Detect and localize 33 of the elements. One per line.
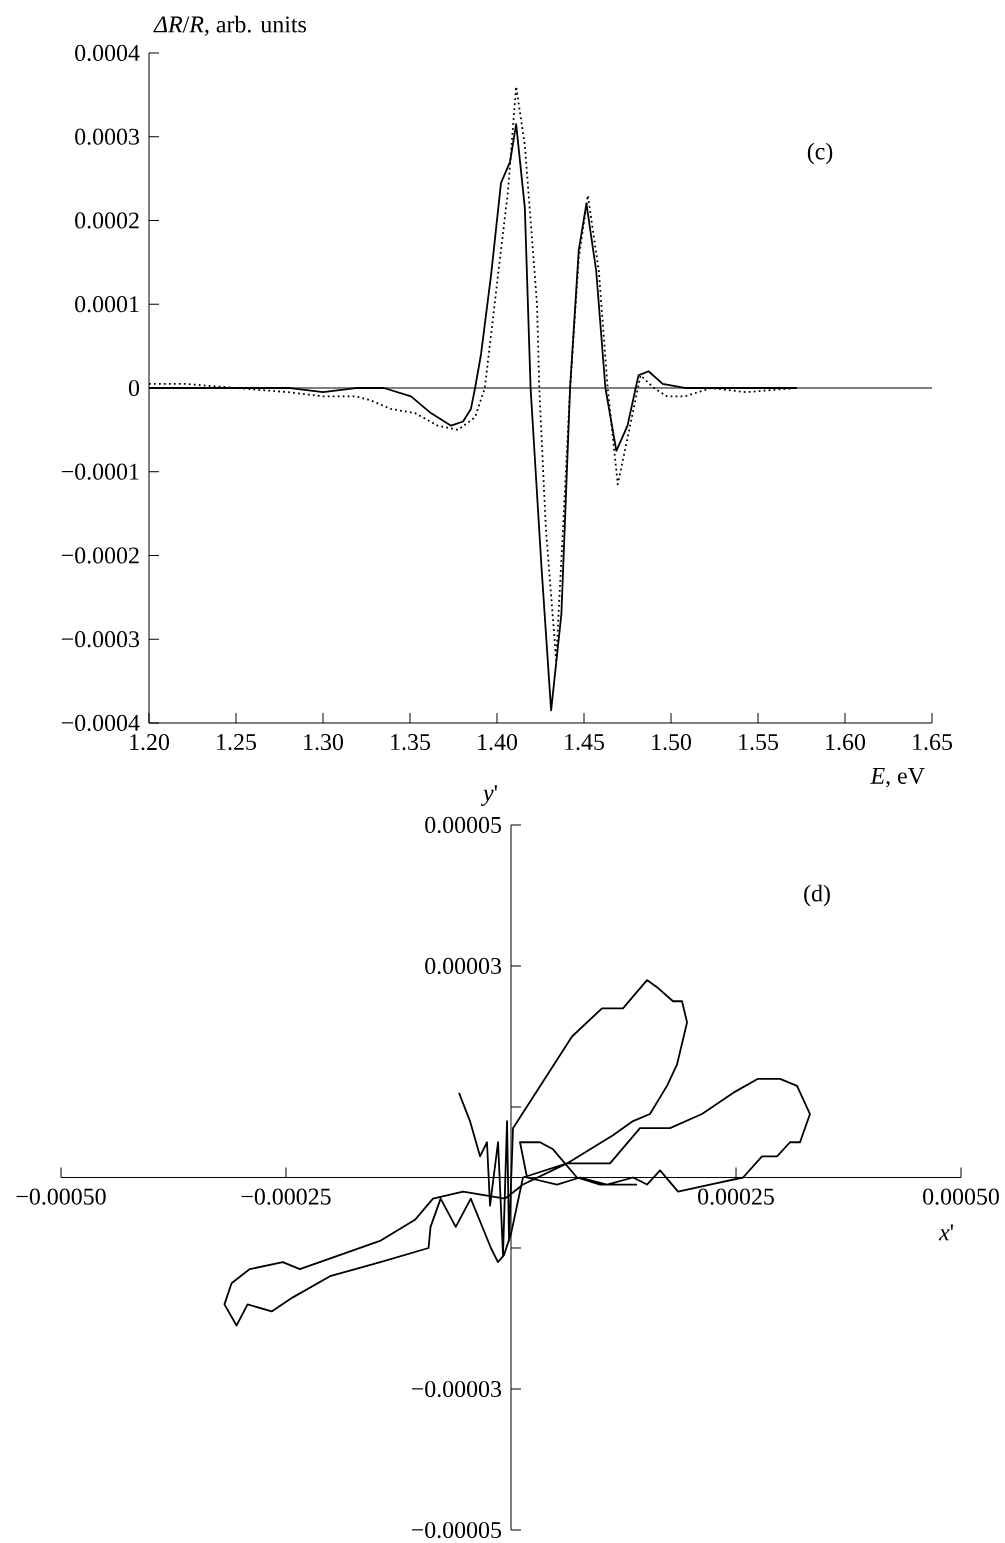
y-tick-label: 0.0003 [75, 128, 140, 145]
y-tick-label: 0 [128, 379, 140, 397]
annotation: (d) [804, 884, 830, 907]
y-tick-label: −0.0001 [61, 463, 139, 480]
y-tick-label: 0.0004 [75, 44, 140, 62]
annotation: (c) [807, 142, 833, 165]
y-axis-title: y' [481, 785, 497, 806]
x-tick-label: 1.25 [217, 734, 256, 751]
x-axis-title: x' [938, 1224, 953, 1241]
y-tick-label: 0.00005 [425, 816, 502, 834]
x-axis-title: E, eV [870, 768, 925, 788]
y-axis-title: ΔR/R, arb. units [153, 15, 306, 36]
x-tick-label: 1.65 [913, 734, 953, 751]
x-tick-label: 1.50 [652, 734, 691, 751]
x-tick-label: 1.55 [739, 734, 778, 751]
x-tick-label: 0.00050 [923, 1188, 999, 1205]
x-tick-label: 1.35 [391, 734, 430, 751]
x-tick-label: 1.45 [565, 734, 604, 751]
x-tick-label: 1.60 [826, 734, 866, 751]
y-tick-label: −0.0002 [61, 547, 139, 564]
y-tick-label: 0.0001 [75, 296, 139, 313]
y-tick-label: 0.00003 [425, 957, 502, 975]
x-tick-label: −0.00050 [16, 1188, 106, 1205]
x-tick-label: 1.40 [478, 734, 517, 751]
x-tick-label: 1.30 [304, 734, 343, 751]
y-tick-label: −0.00005 [411, 1521, 502, 1539]
x-tick-label: 0.00025 [698, 1188, 774, 1205]
y-tick-label: 0.0002 [75, 212, 139, 229]
y-tick-label: −0.0004 [61, 714, 140, 732]
x-tick-label: −0.00025 [241, 1188, 331, 1205]
x-tick-label: 1.20 [130, 734, 169, 751]
y-tick-label: −0.00003 [411, 1380, 502, 1398]
y-tick-label: −0.0003 [61, 631, 140, 648]
